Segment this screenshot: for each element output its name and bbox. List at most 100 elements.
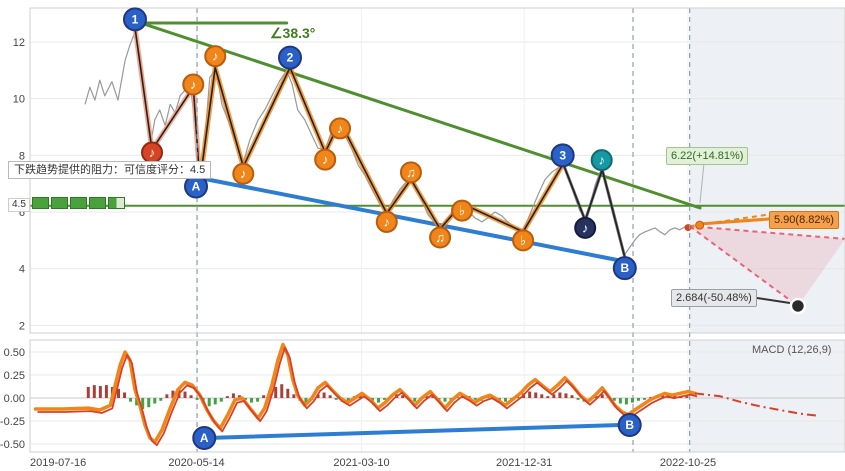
marker-circle[interactable]	[550, 143, 575, 168]
rating-block-full	[31, 197, 49, 209]
rating-block-half	[107, 197, 125, 209]
marker-glyph: ♪	[240, 166, 247, 181]
wave-marker-note[interactable]: ♪	[375, 210, 398, 233]
angle-label: ∠38.3°	[270, 25, 316, 41]
wave-marker-1[interactable]: 1	[122, 7, 147, 32]
wave-marker-2[interactable]: 2	[278, 45, 303, 70]
macd-ytick-label: 0.50	[4, 347, 25, 359]
forecast-region-price	[689, 8, 845, 333]
macd-ytick-label: 0.00	[4, 393, 25, 405]
marker-glyph: 2	[287, 51, 294, 65]
wave-marker-note[interactable]: ♪	[182, 73, 205, 96]
marker-glyph: 1	[132, 12, 139, 26]
marker-glyph: B	[620, 261, 629, 275]
marker-circle[interactable]	[314, 148, 337, 171]
blue-support[interactable]	[197, 176, 631, 265]
marker-glyph: ♪	[212, 49, 219, 64]
price-ytick-label: 8	[19, 150, 25, 162]
wave-marker-note[interactable]: ♭	[451, 199, 474, 222]
marker-circle[interactable]	[278, 45, 303, 70]
marker-circle[interactable]	[192, 426, 217, 451]
rating-blocks	[31, 197, 127, 212]
confidence-rating: 4.5	[8, 197, 127, 212]
marker-glyph: ♪	[384, 214, 391, 229]
marker-glyph: ♫	[406, 165, 416, 180]
rating-value: 4.5	[8, 197, 30, 212]
marker-circle[interactable]	[590, 149, 613, 172]
price-ytick-label: 10	[13, 94, 25, 106]
marker-glyph: B	[625, 418, 634, 432]
marker-circle[interactable]	[232, 162, 255, 185]
marker-circle[interactable]	[429, 226, 452, 249]
wave-marker-note[interactable]: ♪	[574, 216, 597, 239]
price-ytick-label: 2	[19, 320, 25, 332]
marker-glyph: ♪	[337, 121, 344, 136]
marker-circle[interactable]	[182, 73, 205, 96]
marker-circle[interactable]	[204, 45, 227, 68]
forecast-upper-dashed	[689, 225, 845, 240]
forecast-target-point[interactable]	[789, 297, 807, 315]
marker-circle[interactable]	[399, 161, 422, 184]
marker-glyph: ♪	[149, 145, 156, 160]
macd-panel-border	[29, 339, 845, 453]
wave-marker-note[interactable]: ♪	[204, 45, 227, 68]
marker-glyph: A	[200, 431, 209, 445]
macd-panel	[33, 342, 817, 447]
macd-ytick-label: -0.50	[0, 439, 25, 451]
marker-glyph: A	[192, 179, 201, 193]
marker-circle[interactable]	[122, 7, 147, 32]
green-downtrend[interactable]	[136, 20, 702, 210]
x-tick-label: 2019-07-16	[30, 457, 86, 469]
target-up-label: 6.22(+14.81%)	[666, 147, 749, 165]
wave-marker-B[interactable]: B	[612, 256, 637, 281]
marker-glyph: 3	[559, 148, 566, 162]
x-tick-label: 2021-03-10	[333, 457, 389, 469]
marker-glyph: ♪	[582, 220, 589, 235]
wave-marker-note[interactable]: ♪	[141, 141, 164, 164]
marker-glyph: ♭	[520, 233, 526, 248]
wave-marker-3[interactable]: 3	[550, 143, 575, 168]
marker-glyph: ♫	[435, 230, 445, 245]
rating-block-full	[50, 197, 68, 209]
marker-circle[interactable]	[375, 210, 398, 233]
current-price-dot	[684, 224, 692, 232]
marker-circle[interactable]	[574, 216, 597, 239]
target-down-label: 2.684(-50.48%)	[671, 289, 757, 307]
marker-glyph: ♪	[322, 152, 329, 167]
macd-divergence-trendline[interactable]	[205, 422, 631, 440]
macd-ytick-label: 0.25	[4, 370, 25, 382]
marker-glyph: ♭	[459, 203, 465, 218]
wave-marker-note[interactable]: ♪	[329, 117, 352, 140]
price-ytick-label: 6	[19, 207, 25, 219]
price-ytick-label: 4	[19, 264, 25, 276]
rating-block-full	[88, 197, 106, 209]
marker-circle[interactable]	[451, 199, 474, 222]
target-mid-connector	[696, 217, 771, 226]
forecast-origin-dot	[695, 220, 705, 230]
x-tick-label: 2020-05-14	[168, 457, 224, 469]
macd-indicator-label: MACD (12,26,9)	[752, 344, 832, 356]
marker-circle[interactable]	[617, 412, 642, 437]
marker-circle[interactable]	[512, 229, 535, 252]
price-ytick-label: 12	[13, 37, 25, 49]
marker-glyph: ♪	[190, 77, 197, 92]
wave-marker-note[interactable]: ♪	[590, 149, 613, 172]
target-mid-label: 5.90(8.82%)	[769, 211, 839, 229]
marker-circle[interactable]	[329, 117, 352, 140]
wave-marker-B[interactable]: B	[617, 412, 642, 437]
wave-marker-note[interactable]: ♫	[429, 226, 452, 249]
marker-circle[interactable]	[612, 256, 637, 281]
target-down-connector	[756, 297, 791, 304]
wave-marker-note[interactable]: ♭	[512, 229, 535, 252]
wave-marker-note[interactable]: ♪	[232, 162, 255, 185]
marker-glyph: ♪	[598, 153, 605, 168]
forecast-lower-dashed	[689, 225, 799, 307]
wave-marker-A[interactable]: A	[192, 426, 217, 451]
wave-marker-note[interactable]: ♪	[314, 148, 337, 171]
rating-block-full	[69, 197, 87, 209]
x-tick-label: 2022-10-25	[660, 457, 716, 469]
target-up-connector	[699, 162, 705, 203]
wave-marker-note[interactable]: ♫	[399, 161, 422, 184]
